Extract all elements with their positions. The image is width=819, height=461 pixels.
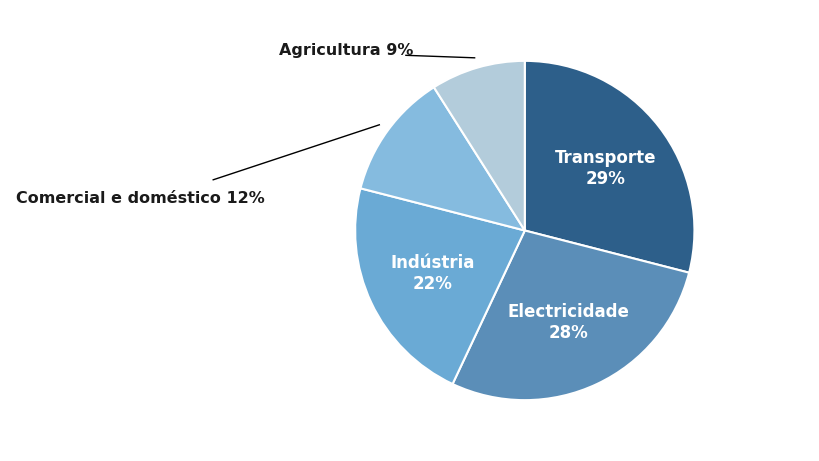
Wedge shape: [452, 230, 688, 400]
Wedge shape: [433, 61, 524, 230]
Text: Electricidade
28%: Electricidade 28%: [507, 303, 628, 342]
Text: Indústria
22%: Indústria 22%: [390, 254, 474, 293]
Wedge shape: [360, 87, 524, 230]
Wedge shape: [355, 188, 524, 384]
Text: Agricultura 9%: Agricultura 9%: [278, 43, 413, 58]
Text: Comercial e doméstico 12%: Comercial e doméstico 12%: [16, 191, 265, 206]
Wedge shape: [524, 61, 694, 273]
Text: Transporte
29%: Transporte 29%: [554, 149, 655, 188]
